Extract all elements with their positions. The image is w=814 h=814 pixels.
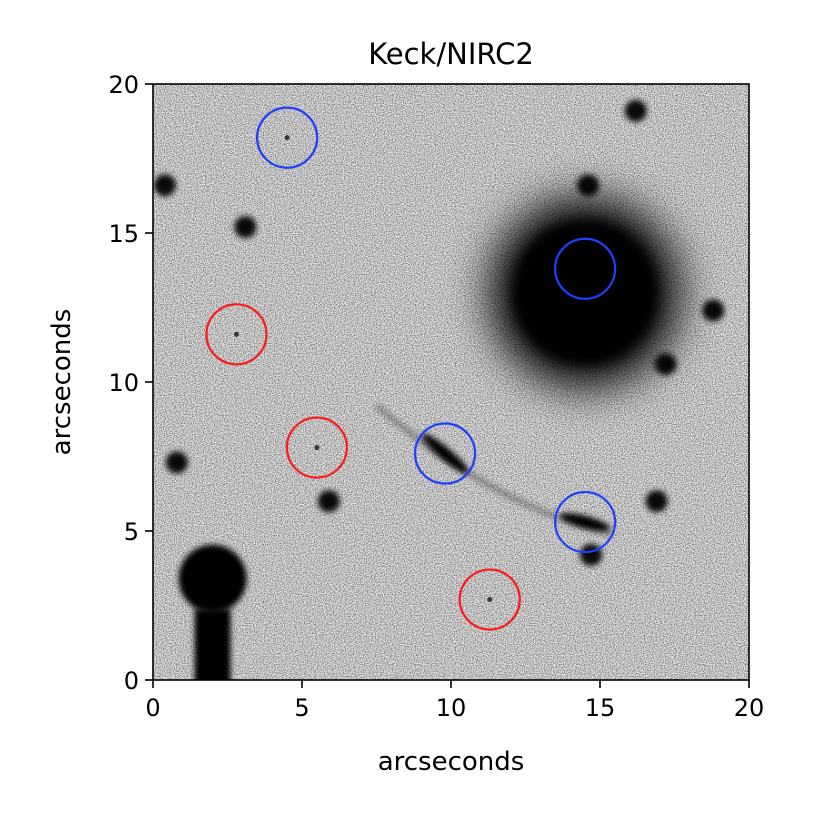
faint-source-blob [314,445,320,451]
x-tick-label: 10 [436,694,467,722]
compact-source-blob [153,174,176,197]
compact-source-blob [624,99,647,122]
source-marker [413,422,477,485]
marker-layer [205,106,617,631]
x-tick-label: 5 [294,694,309,722]
plot-area [153,84,749,680]
y-tick-label: 20 [108,71,139,99]
y-tick-label: 15 [108,220,139,248]
compact-source-blob [645,490,668,513]
compact-source-blob [702,299,725,322]
source-marker [256,106,319,169]
y-axis-label: arcseconds [47,309,77,456]
lensed-arc [559,513,611,531]
y-tick-label: 0 [124,667,139,695]
compact-source-blob [317,490,340,513]
x-tick-label: 20 [734,694,765,722]
faint-source-blob [284,135,290,141]
source-marker [553,237,617,300]
x-tick-label: 0 [145,694,160,722]
y-tick-label: 10 [108,369,139,397]
x-axis: 0 5 10 15 20 [145,680,764,722]
faint-arc [374,403,613,537]
source-marker [285,416,348,479]
chart-title: Keck/NIRC2 [368,37,534,71]
compact-source-blob [234,216,257,239]
compact-source-blob [654,353,677,376]
star-spike [194,608,231,680]
compact-source-blob [580,543,603,566]
source-marker [553,490,617,554]
faint-source-blob [487,597,493,603]
source-marker [458,568,521,631]
y-tick-label: 5 [124,518,139,546]
galaxy-core [513,220,658,365]
y-axis: 0 5 10 15 20 [108,71,153,695]
x-tick-label: 15 [585,694,616,722]
source-marker [205,303,268,366]
image-noise [153,84,749,680]
compact-source-blob [165,451,188,474]
x-axis-label: arcseconds [378,747,525,777]
compact-source-blob [577,174,600,197]
astronomical-sources [153,99,725,680]
faint-source-blob [233,331,239,337]
bright-star-blob [178,544,247,613]
